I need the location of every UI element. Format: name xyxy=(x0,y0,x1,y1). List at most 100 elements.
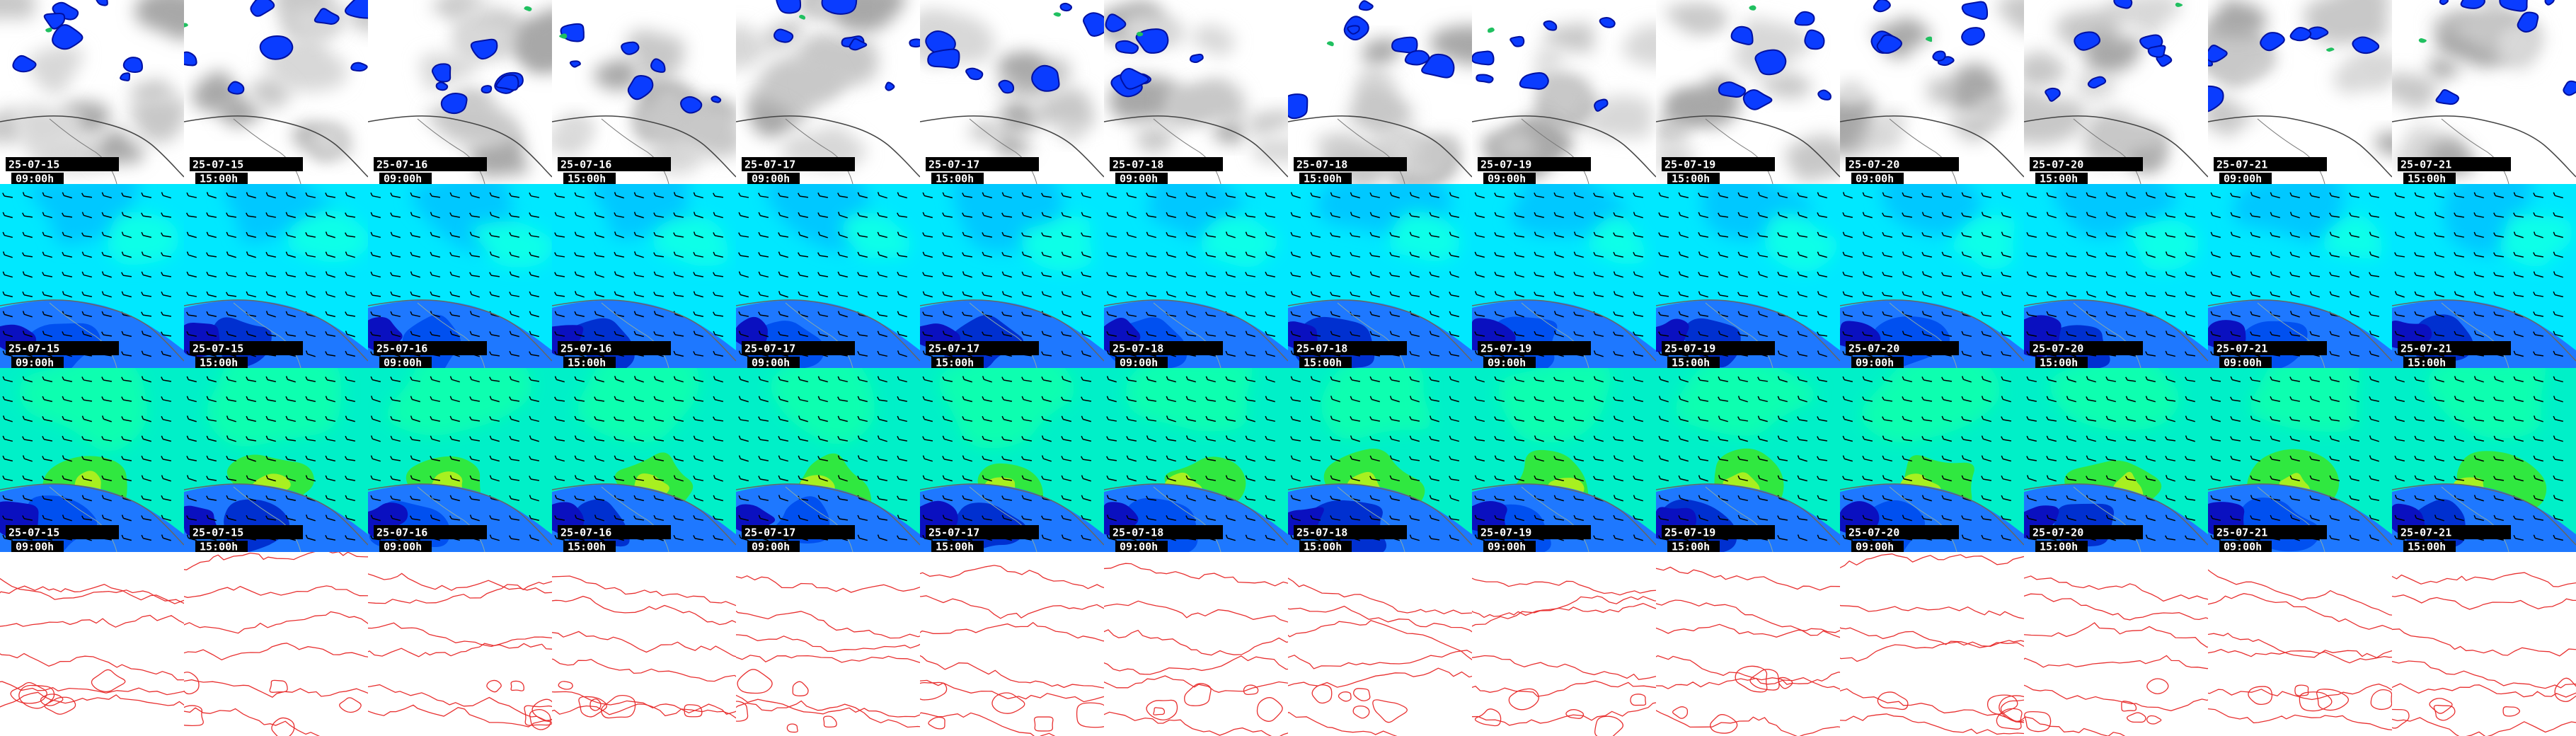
wind-shaft xyxy=(43,398,53,403)
precip xyxy=(1519,72,1549,90)
wind-arrow xyxy=(2065,252,2077,258)
wind-arrow xyxy=(1205,232,1217,238)
wind-shaft xyxy=(267,379,277,383)
wind-barb xyxy=(2125,212,2128,217)
wind-arrow xyxy=(390,514,401,522)
wind-shaft xyxy=(307,353,316,357)
wind-arrow xyxy=(1081,232,1092,238)
wind-barb xyxy=(1225,231,1228,236)
wind-arrow xyxy=(594,475,604,482)
border xyxy=(49,302,117,368)
wind-barb xyxy=(673,376,676,380)
wind-shaft xyxy=(346,498,356,502)
wind-barb xyxy=(837,192,840,197)
coastline xyxy=(2208,299,2392,362)
wind-shaft xyxy=(2003,234,2011,238)
wind-arrow xyxy=(942,272,953,277)
wind-barb xyxy=(246,455,249,459)
wind-shaft xyxy=(2515,333,2524,338)
wind-arrow xyxy=(121,475,132,482)
wind-barb xyxy=(1862,212,1865,216)
wind-barb xyxy=(1534,212,1536,216)
wind-shaft xyxy=(1127,255,1137,258)
wind-shaft xyxy=(2534,294,2544,297)
wind-shaft xyxy=(142,498,152,501)
wind-arrow xyxy=(2473,291,2484,298)
wind-arrow xyxy=(2533,252,2544,258)
wind-barb xyxy=(246,212,248,217)
wind-arrow xyxy=(186,192,197,199)
wind-arrow xyxy=(285,396,297,402)
precip xyxy=(885,81,895,91)
wind-shaft xyxy=(2455,255,2465,258)
wind-barb xyxy=(1126,192,1129,196)
wind-barb xyxy=(574,396,577,401)
wind-arrow xyxy=(673,350,684,357)
cloud xyxy=(1347,81,1413,140)
wind-arrow xyxy=(2289,251,2300,258)
wind-shaft xyxy=(2186,195,2196,198)
wind-barb xyxy=(942,330,945,335)
wind-barb xyxy=(2001,292,2003,296)
wind-arrow xyxy=(265,515,277,521)
wind-barb xyxy=(121,330,124,335)
wind-barb xyxy=(1777,291,1780,295)
wind-barb xyxy=(2289,251,2292,255)
wind-shaft xyxy=(1292,275,1301,277)
wind-barb xyxy=(1678,212,1681,216)
wind-barb xyxy=(2,231,5,236)
wind-shaft xyxy=(122,399,132,402)
cloud xyxy=(1663,118,1692,139)
wind-arrow xyxy=(529,415,540,422)
wind-barb xyxy=(1389,330,1392,335)
wind-shaft xyxy=(471,439,481,442)
wind-barb xyxy=(1494,231,1497,236)
wind-shaft xyxy=(779,235,789,238)
wind-barb xyxy=(1225,212,1228,216)
wind-barb xyxy=(1698,291,1701,295)
wind-barb xyxy=(857,291,860,295)
label-box xyxy=(747,173,800,184)
wind-arrow xyxy=(1205,311,1217,317)
wind-barb xyxy=(1737,311,1740,315)
cloud xyxy=(1536,67,1592,125)
wind-shaft xyxy=(123,254,132,258)
wind-barb xyxy=(877,330,880,335)
wind-arrow xyxy=(1106,252,1117,258)
wind-arrow xyxy=(1265,330,1276,337)
wind-barb xyxy=(489,515,492,519)
precip xyxy=(1876,34,1902,54)
wind-shaft xyxy=(208,438,217,442)
wind-barb xyxy=(226,292,229,296)
wind-arrow xyxy=(345,330,355,338)
wind-arrow xyxy=(1678,212,1689,219)
wind-arrow xyxy=(633,291,645,298)
wind-barb xyxy=(345,514,347,519)
wind-arrow xyxy=(1185,192,1197,199)
wind-arrow xyxy=(226,212,237,218)
wind-arrow xyxy=(1126,311,1137,317)
wind-barb xyxy=(2553,192,2555,196)
coastline xyxy=(2024,299,2208,362)
wind-arrow xyxy=(449,330,460,338)
wind-barb xyxy=(1166,271,1168,275)
wind-barb xyxy=(1633,252,1635,256)
wind-arrow xyxy=(1757,311,1768,318)
wind-shaft xyxy=(267,458,277,462)
wind-shaft xyxy=(208,195,217,199)
wind-shaft xyxy=(372,398,381,403)
wind-barb xyxy=(877,350,880,355)
wind-arrow xyxy=(2,271,13,278)
wind-barb xyxy=(2369,311,2371,316)
wind-barb xyxy=(509,396,512,401)
wind-barb xyxy=(1553,291,1556,295)
wind-barb xyxy=(1981,351,1984,355)
wind-arrow xyxy=(121,534,132,541)
wind-shaft xyxy=(1266,334,1276,337)
wind-arrow xyxy=(121,231,132,238)
wind-arrow xyxy=(2184,192,2196,198)
wind-shaft xyxy=(878,353,888,357)
wind-barb xyxy=(1573,231,1576,236)
